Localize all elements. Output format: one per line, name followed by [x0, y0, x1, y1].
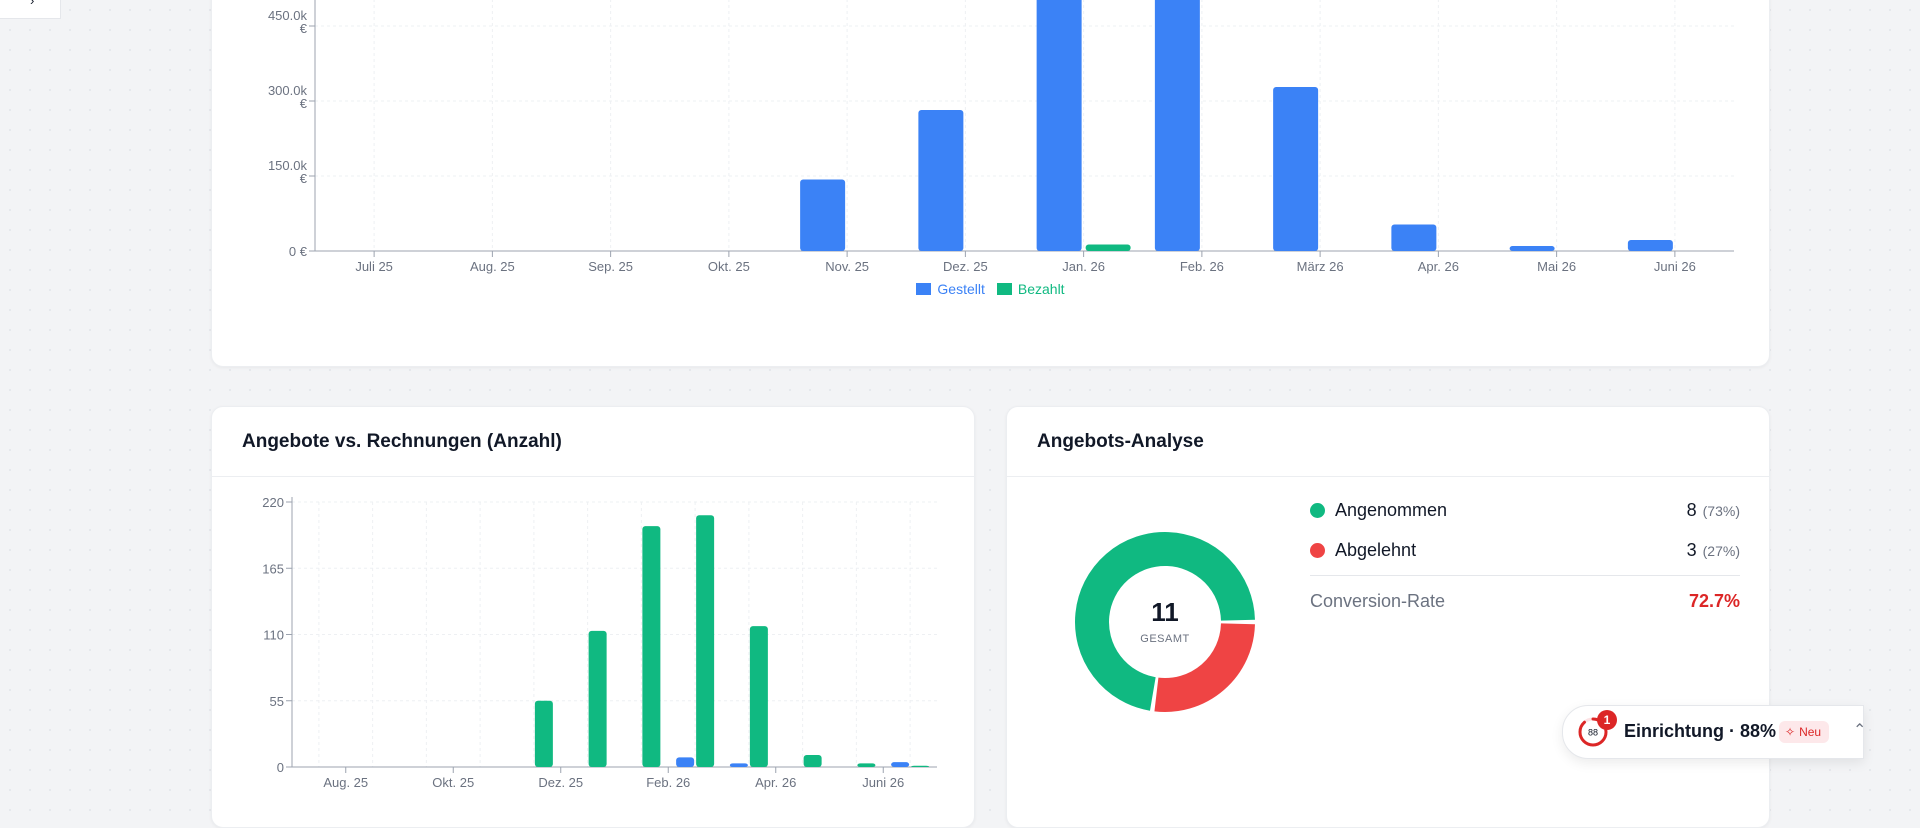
legend-swatch-bezahlt — [996, 283, 1012, 295]
bar-quotes — [911, 765, 930, 767]
y-tick-label: € — [300, 96, 308, 111]
x-tick-label: Juni 26 — [1654, 259, 1696, 274]
legend-swatch-gestellt — [916, 283, 932, 295]
bar-invoices — [676, 757, 695, 767]
bar-quotes — [642, 526, 661, 767]
bar-quotes — [588, 630, 607, 767]
legend-item-bezahlt[interactable]: Bezahlt — [996, 281, 1065, 297]
x-tick-label: Mai 26 — [1537, 259, 1576, 274]
legend-label-gestellt: Gestellt — [937, 281, 985, 297]
donut-segment-rejected — [1154, 622, 1255, 712]
card-title: Angebots-Analyse — [1037, 430, 1204, 452]
x-tick-label: Juni 26 — [862, 775, 904, 790]
y-tick-label: 450.0k — [268, 8, 308, 23]
revenue-bar-chart: 0 €150.0k€300.0k€450.0k€Juli 25 Aug. 25 Se… — [268, 0, 1734, 274]
x-tick-label: Okt. 25 — [708, 259, 750, 274]
analysis-item-count: 8 (73%) — [1687, 500, 1740, 521]
x-tick-label: Nov. 25 — [825, 259, 869, 274]
bar-quotes — [803, 754, 822, 767]
analysis-item-label: Abgelehnt — [1335, 539, 1417, 560]
revenue-chart-legend: Gestellt Bezahlt — [212, 281, 1769, 297]
y-tick-label: 0 — [277, 760, 284, 775]
tab-glyph: › — [30, 0, 35, 8]
setup-progress-ring-icon: 88 — [1578, 717, 1608, 747]
bar-quotes — [696, 515, 715, 767]
x-tick-label: Jan. 26 — [1062, 259, 1105, 274]
quotes-invoices-bar-chart: 0 55 110 165 220 Aug. 25 Okt. 25 Dez. 25 Feb. 26… — [262, 495, 937, 790]
bar-gestellt — [1627, 240, 1673, 251]
analysis-item-count: 3 (27%) — [1687, 540, 1740, 561]
quote-analysis-donut-chart — [1075, 532, 1255, 712]
donut-center-total: 11 — [1151, 597, 1179, 627]
y-tick-label: 0 € — [289, 244, 308, 259]
bar-invoices — [891, 762, 910, 767]
bar-gestellt — [1273, 87, 1319, 251]
y-tick-label: 150.0k — [268, 158, 308, 173]
count-percent: (27%) — [1702, 542, 1740, 559]
donut-center-label: GESAMT — [1140, 633, 1190, 645]
bar-gestellt — [1036, 0, 1082, 251]
ring-value: 88 — [1588, 728, 1598, 738]
bar-quotes — [534, 700, 553, 767]
chevron-up-icon[interactable]: ⌃ — [1853, 722, 1867, 739]
revenue-chart-card: 0 €150.0k €300.0k €450.0k € Juli 25 Aug. 25 Se… — [211, 0, 1770, 367]
bar-gestellt — [1154, 0, 1200, 251]
conversion-rate-row: Conversion-Rate 72.7% — [1310, 581, 1740, 621]
new-badge-label: Neu — [1799, 725, 1822, 739]
card-header: Angebote vs. Rechnungen (Anzahl) — [212, 407, 974, 477]
bar-quotes — [857, 763, 876, 767]
bar-gestellt — [918, 110, 964, 251]
y-tick-label: 110 — [263, 628, 284, 643]
x-tick-label: Sep. 25 — [588, 259, 633, 274]
bar-gestellt — [1509, 246, 1555, 251]
quotes-vs-invoices-card: Angebote vs. Rechnungen (Anzahl) 0 55 110 1… — [211, 406, 975, 828]
card-header: Angebots-Analyse — [1007, 407, 1769, 477]
legend-item-gestellt[interactable]: Gestellt — [916, 281, 985, 297]
setup-label: Einrichtung · 88% — [1624, 721, 1777, 741]
bar-invoices — [729, 763, 748, 767]
quote-analysis-list: Angenommen 8 (73%) Abgelehnt 3 (27%) Conve… — [1310, 490, 1740, 621]
y-tick-label: 300.0k — [268, 83, 308, 98]
analysis-item-label: Angenommen — [1335, 499, 1448, 520]
x-tick-label: Feb. 26 — [646, 775, 690, 790]
x-tick-label: Dez. 25 — [538, 775, 583, 790]
x-tick-label: Apr. 26 — [755, 775, 796, 790]
analysis-item-rejected: Abgelehnt 3 (27%) — [1310, 530, 1740, 570]
x-tick-label: März 26 — [1297, 259, 1344, 274]
bar-gestellt — [1391, 224, 1437, 251]
setup-progress-widget[interactable]: 88 1 Einrichtung · 88% ✧ Neu ⌃ — [1562, 705, 1867, 759]
x-tick-label: Okt. 25 — [432, 775, 474, 790]
x-tick-label: Apr. 26 — [1418, 259, 1459, 274]
y-tick-label: 55 — [270, 694, 284, 709]
sparkle-icon: ✧ — [1785, 725, 1796, 739]
rejected-dot-icon — [1310, 542, 1325, 558]
legend-label-bezahlt: Bezahlt — [1017, 281, 1065, 297]
collapsed-panel-tab[interactable]: › — [0, 0, 61, 19]
bar-quotes — [749, 626, 768, 767]
x-tick-label: Aug. 25 — [470, 259, 515, 274]
x-tick-label: Aug. 25 — [323, 775, 368, 790]
conversion-rate-label: Conversion-Rate — [1310, 590, 1446, 611]
count-value: 8 — [1686, 499, 1697, 520]
count-value: 3 — [1686, 539, 1697, 560]
x-tick-label: Feb. 26 — [1180, 259, 1224, 274]
accepted-dot-icon — [1310, 502, 1325, 518]
notification-badge: 1 — [1597, 710, 1617, 730]
bar-gestellt — [800, 179, 846, 251]
donut-segment-accepted — [1075, 532, 1255, 711]
y-tick-label: € — [300, 171, 308, 186]
x-tick-label: Juli 25 — [355, 259, 393, 274]
y-tick-label: € — [300, 21, 308, 36]
y-tick-label: 165 — [262, 561, 284, 576]
new-badge[interactable]: ✧ Neu — [1779, 721, 1830, 743]
conversion-rate-value: 72.7% — [1688, 590, 1740, 611]
count-percent: (73%) — [1702, 502, 1740, 519]
y-tick-label: 220 — [262, 495, 284, 510]
divider — [1310, 575, 1740, 576]
card-title: Angebote vs. Rechnungen (Anzahl) — [242, 430, 562, 452]
bar-bezahlt — [1085, 244, 1131, 251]
analysis-item-accepted: Angenommen 8 (73%) — [1310, 490, 1740, 530]
x-tick-label: Dez. 25 — [943, 259, 988, 274]
